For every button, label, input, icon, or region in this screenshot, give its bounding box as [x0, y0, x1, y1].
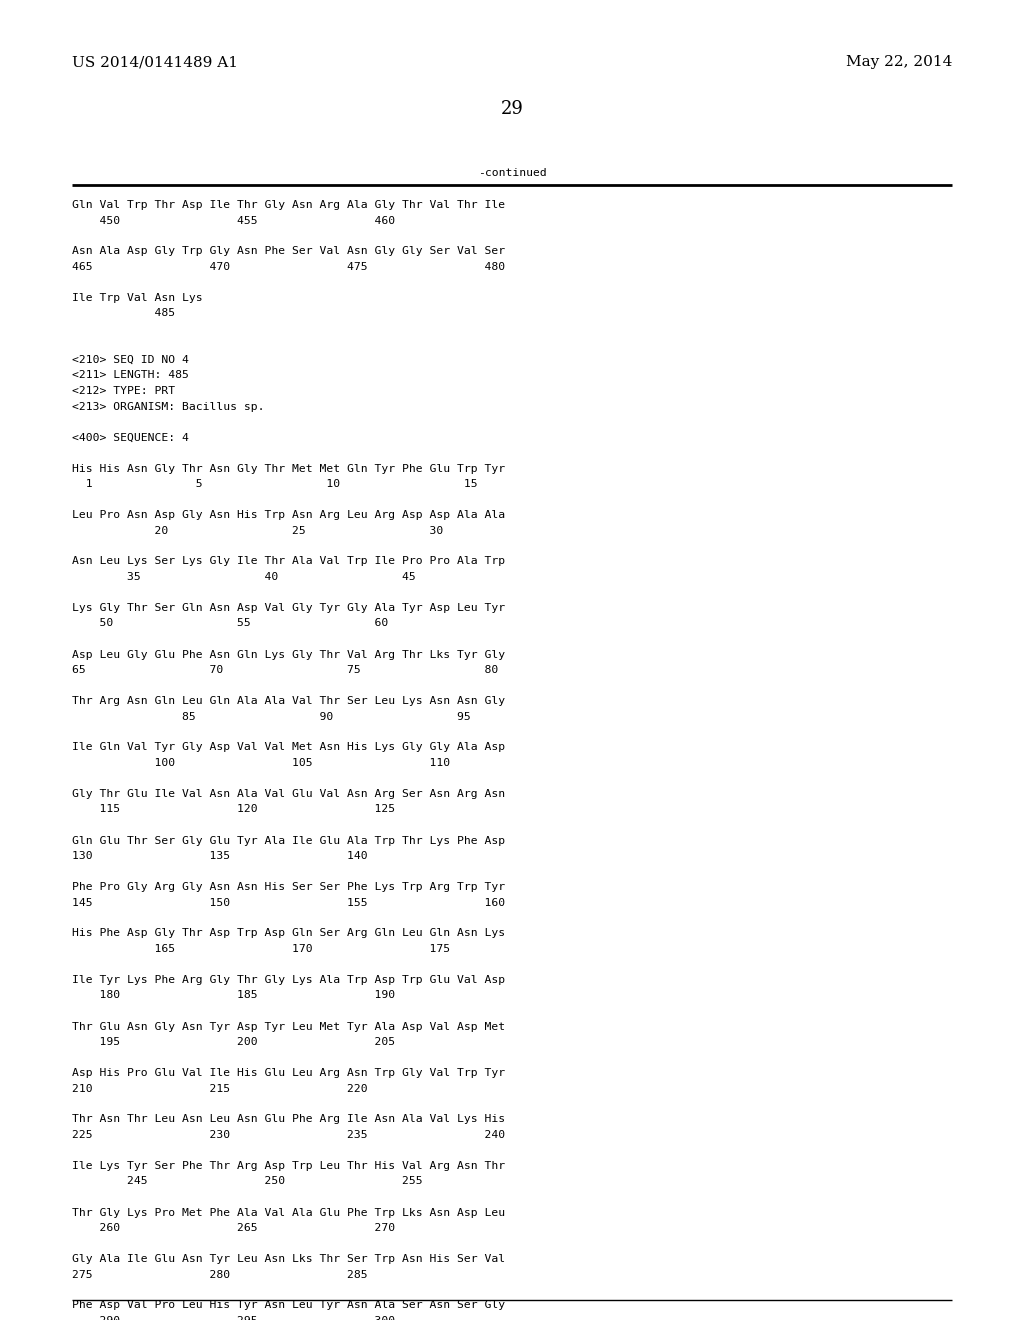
- Text: His Phe Asp Gly Thr Asp Trp Asp Gln Ser Arg Gln Leu Gln Asn Lys: His Phe Asp Gly Thr Asp Trp Asp Gln Ser …: [72, 928, 505, 939]
- Text: 225                 230                 235                 240: 225 230 235 240: [72, 1130, 505, 1140]
- Text: 180                 185                 190: 180 185 190: [72, 990, 395, 1001]
- Text: <211> LENGTH: 485: <211> LENGTH: 485: [72, 371, 188, 380]
- Text: Ile Tyr Lys Phe Arg Gly Thr Gly Lys Ala Trp Asp Trp Glu Val Asp: Ile Tyr Lys Phe Arg Gly Thr Gly Lys Ala …: [72, 975, 505, 985]
- Text: Asn Leu Lys Ser Lys Gly Ile Thr Ala Val Trp Ile Pro Pro Ala Trp: Asn Leu Lys Ser Lys Gly Ile Thr Ala Val …: [72, 557, 505, 566]
- Text: 50                  55                  60: 50 55 60: [72, 619, 388, 628]
- Text: 245                 250                 255: 245 250 255: [72, 1176, 423, 1187]
- Text: 260                 265                 270: 260 265 270: [72, 1224, 395, 1233]
- Text: 20                  25                  30: 20 25 30: [72, 525, 443, 536]
- Text: Ile Trp Val Asn Lys: Ile Trp Val Asn Lys: [72, 293, 203, 304]
- Text: 465                 470                 475                 480: 465 470 475 480: [72, 261, 505, 272]
- Text: 1               5                  10                  15: 1 5 10 15: [72, 479, 477, 488]
- Text: Thr Asn Thr Leu Asn Leu Asn Glu Phe Arg Ile Asn Ala Val Lys His: Thr Asn Thr Leu Asn Leu Asn Glu Phe Arg …: [72, 1114, 505, 1125]
- Text: May 22, 2014: May 22, 2014: [846, 55, 952, 69]
- Text: Gln Val Trp Thr Asp Ile Thr Gly Asn Arg Ala Gly Thr Val Thr Ile: Gln Val Trp Thr Asp Ile Thr Gly Asn Arg …: [72, 201, 505, 210]
- Text: His His Asn Gly Thr Asn Gly Thr Met Met Gln Tyr Phe Glu Trp Tyr: His His Asn Gly Thr Asn Gly Thr Met Met …: [72, 463, 505, 474]
- Text: Asp His Pro Glu Val Ile His Glu Leu Arg Asn Trp Gly Val Trp Tyr: Asp His Pro Glu Val Ile His Glu Leu Arg …: [72, 1068, 505, 1078]
- Text: Ile Lys Tyr Ser Phe Thr Arg Asp Trp Leu Thr His Val Arg Asn Thr: Ile Lys Tyr Ser Phe Thr Arg Asp Trp Leu …: [72, 1162, 505, 1171]
- Text: 35                  40                  45: 35 40 45: [72, 572, 416, 582]
- Text: Asp Leu Gly Glu Phe Asn Gln Lys Gly Thr Val Arg Thr Lks Tyr Gly: Asp Leu Gly Glu Phe Asn Gln Lys Gly Thr …: [72, 649, 505, 660]
- Text: 485: 485: [72, 309, 175, 318]
- Text: 115                 120                 125: 115 120 125: [72, 804, 395, 814]
- Text: Phe Asp Val Pro Leu His Tyr Asn Leu Tyr Asn Ala Ser Asn Ser Gly: Phe Asp Val Pro Leu His Tyr Asn Leu Tyr …: [72, 1300, 505, 1311]
- Text: 130                 135                 140: 130 135 140: [72, 851, 368, 861]
- Text: 29: 29: [501, 100, 523, 117]
- Text: Thr Gly Lys Pro Met Phe Ala Val Ala Glu Phe Trp Lks Asn Asp Leu: Thr Gly Lys Pro Met Phe Ala Val Ala Glu …: [72, 1208, 505, 1217]
- Text: <212> TYPE: PRT: <212> TYPE: PRT: [72, 385, 175, 396]
- Text: Ile Gln Val Tyr Gly Asp Val Val Met Asn His Lys Gly Gly Ala Asp: Ile Gln Val Tyr Gly Asp Val Val Met Asn …: [72, 742, 505, 752]
- Text: 450                 455                 460: 450 455 460: [72, 215, 395, 226]
- Text: 290                 295                 300: 290 295 300: [72, 1316, 395, 1320]
- Text: 85                  90                  95: 85 90 95: [72, 711, 471, 722]
- Text: 275                 280                 285: 275 280 285: [72, 1270, 368, 1279]
- Text: Asn Ala Asp Gly Trp Gly Asn Phe Ser Val Asn Gly Gly Ser Val Ser: Asn Ala Asp Gly Trp Gly Asn Phe Ser Val …: [72, 247, 505, 256]
- Text: 165                 170                 175: 165 170 175: [72, 944, 451, 954]
- Text: 65                  70                  75                  80: 65 70 75 80: [72, 665, 499, 675]
- Text: 195                 200                 205: 195 200 205: [72, 1038, 395, 1047]
- Text: Gly Ala Ile Glu Asn Tyr Leu Asn Lks Thr Ser Trp Asn His Ser Val: Gly Ala Ile Glu Asn Tyr Leu Asn Lks Thr …: [72, 1254, 505, 1265]
- Text: 100                 105                 110: 100 105 110: [72, 758, 451, 768]
- Text: Gln Glu Thr Ser Gly Glu Tyr Ala Ile Glu Ala Trp Thr Lys Phe Asp: Gln Glu Thr Ser Gly Glu Tyr Ala Ile Glu …: [72, 836, 505, 846]
- Text: 145                 150                 155                 160: 145 150 155 160: [72, 898, 505, 908]
- Text: Thr Glu Asn Gly Asn Tyr Asp Tyr Leu Met Tyr Ala Asp Val Asp Met: Thr Glu Asn Gly Asn Tyr Asp Tyr Leu Met …: [72, 1022, 505, 1031]
- Text: Thr Arg Asn Gln Leu Gln Ala Ala Val Thr Ser Leu Lys Asn Asn Gly: Thr Arg Asn Gln Leu Gln Ala Ala Val Thr …: [72, 696, 505, 706]
- Text: <210> SEQ ID NO 4: <210> SEQ ID NO 4: [72, 355, 188, 366]
- Text: <400> SEQUENCE: 4: <400> SEQUENCE: 4: [72, 433, 188, 442]
- Text: <213> ORGANISM: Bacillus sp.: <213> ORGANISM: Bacillus sp.: [72, 401, 264, 412]
- Text: US 2014/0141489 A1: US 2014/0141489 A1: [72, 55, 238, 69]
- Text: -continued: -continued: [477, 168, 547, 178]
- Text: Gly Thr Glu Ile Val Asn Ala Val Glu Val Asn Arg Ser Asn Arg Asn: Gly Thr Glu Ile Val Asn Ala Val Glu Val …: [72, 789, 505, 799]
- Text: Leu Pro Asn Asp Gly Asn His Trp Asn Arg Leu Arg Asp Asp Ala Ala: Leu Pro Asn Asp Gly Asn His Trp Asn Arg …: [72, 510, 505, 520]
- Text: Phe Pro Gly Arg Gly Asn Asn His Ser Ser Phe Lys Trp Arg Trp Tyr: Phe Pro Gly Arg Gly Asn Asn His Ser Ser …: [72, 882, 505, 892]
- Text: Lys Gly Thr Ser Gln Asn Asp Val Gly Tyr Gly Ala Tyr Asp Leu Tyr: Lys Gly Thr Ser Gln Asn Asp Val Gly Tyr …: [72, 603, 505, 612]
- Text: 210                 215                 220: 210 215 220: [72, 1084, 368, 1093]
